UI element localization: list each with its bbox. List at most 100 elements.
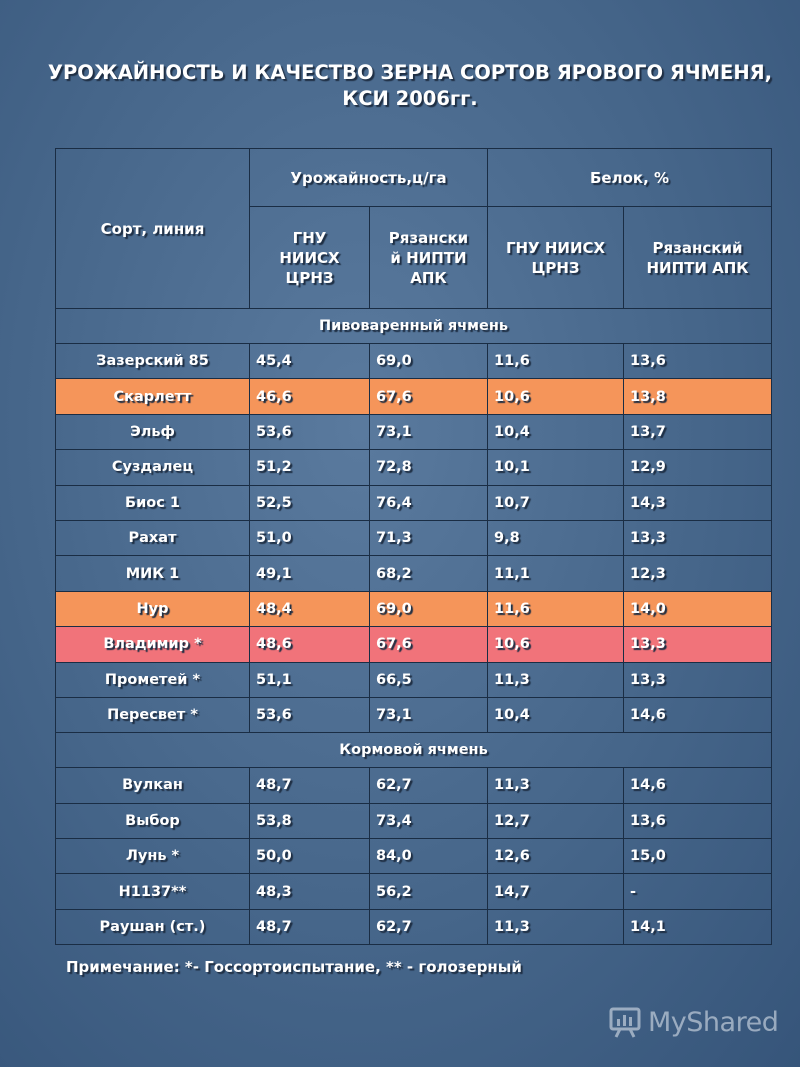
value-cell: 12,6 bbox=[487, 838, 625, 875]
table-row: Эльф 53,6 73,1 10,4 13,7 bbox=[55, 413, 773, 451]
value-cell: 12,3 bbox=[623, 555, 773, 592]
value-cell: 10,6 bbox=[487, 626, 625, 663]
value-cell: 46,6 bbox=[249, 378, 370, 415]
value-cell: 71,3 bbox=[368, 519, 489, 557]
value-cell: 10,4 bbox=[487, 696, 625, 734]
watermark-text: MyShared bbox=[648, 1006, 779, 1038]
value-cell: 53,8 bbox=[249, 802, 370, 840]
value-cell: 14,1 bbox=[623, 908, 773, 946]
value-cell: 51,2 bbox=[249, 449, 370, 486]
header-gnu-yield: ГНУ НИИСХ ЦРНЗ bbox=[249, 206, 370, 309]
value-cell: 14,3 bbox=[623, 484, 773, 521]
value-cell: 11,1 bbox=[487, 555, 625, 592]
sort-cell: Биос 1 bbox=[55, 484, 250, 521]
results-table: Сорт, линия Урожайность,ц/га Белок, % ГН… bbox=[54, 148, 773, 946]
table-row: Раушан (ст.) 48,7 62,7 11,3 14,1 bbox=[55, 908, 773, 946]
value-cell: 50,0 bbox=[249, 838, 370, 875]
value-cell: 10,6 bbox=[487, 378, 625, 415]
header-gnu-yield-label: ГНУ НИИСХ ЦРНЗ bbox=[279, 228, 340, 287]
watermark: MyShared bbox=[608, 1000, 788, 1044]
sort-cell: Лунь * bbox=[55, 838, 250, 875]
value-cell: 51,1 bbox=[249, 661, 370, 698]
value-cell: 10,4 bbox=[487, 413, 625, 451]
value-cell: 72,8 bbox=[368, 449, 489, 486]
sort-cell: Прометей * bbox=[55, 661, 250, 698]
value-cell: - bbox=[623, 873, 773, 910]
table-row: Вулкан 48,7 62,7 11,3 14,6 bbox=[55, 767, 773, 804]
sort-cell: Владимир * bbox=[55, 626, 250, 663]
value-cell: 48,7 bbox=[249, 908, 370, 946]
section-title: Пивоваренный ячмень bbox=[54, 308, 773, 344]
value-cell: 73,4 bbox=[368, 802, 489, 840]
value-cell: 67,6 bbox=[368, 626, 489, 663]
value-cell: 67,6 bbox=[368, 378, 489, 415]
value-cell: 13,3 bbox=[623, 519, 773, 557]
header-yield: Урожайность,ц/га bbox=[248, 148, 489, 207]
table-row: Владимир * 48,6 67,6 10,6 13,3 bbox=[55, 626, 773, 663]
title-line-2: КСИ 2006гг. bbox=[342, 87, 478, 110]
table-row: Прометей * 51,1 66,5 11,3 13,3 bbox=[55, 661, 773, 698]
table-row: Суздалец 51,2 72,8 10,1 12,9 bbox=[55, 449, 773, 486]
header-ryaz-yield-label: Рязанский НИПТИ АПК bbox=[388, 228, 469, 287]
table-row: Лунь * 50,0 84,0 12,6 15,0 bbox=[55, 838, 773, 875]
value-cell: 48,6 bbox=[249, 626, 370, 663]
value-cell: 12,7 bbox=[487, 802, 625, 840]
value-cell: 69,0 bbox=[368, 342, 489, 380]
header-protein: Белок, % bbox=[487, 148, 773, 207]
value-cell: 68,2 bbox=[368, 555, 489, 592]
value-cell: 10,1 bbox=[487, 449, 625, 486]
header-gnu-protein: ГНУ НИИСХ ЦРНЗ bbox=[487, 206, 625, 309]
sort-cell: МИК 1 bbox=[55, 555, 250, 592]
sort-cell: Выбор bbox=[55, 802, 250, 840]
section-title: Кормовой ячмень bbox=[54, 732, 773, 769]
value-cell: 11,6 bbox=[487, 342, 625, 380]
table-row: Рахат 51,0 71,3 9,8 13,3 bbox=[55, 519, 773, 557]
value-cell: 53,6 bbox=[249, 696, 370, 734]
value-cell: 48,3 bbox=[249, 873, 370, 910]
value-cell: 9,8 bbox=[487, 519, 625, 557]
value-cell: 11,3 bbox=[487, 908, 625, 946]
sort-cell: Пересвет * bbox=[55, 696, 250, 734]
presentation-board-icon bbox=[609, 1007, 641, 1038]
sort-cell: Зазерский 85 bbox=[55, 342, 250, 380]
value-cell: 13,8 bbox=[623, 378, 773, 415]
sort-cell: Скарлетт bbox=[55, 378, 250, 415]
table-row: Выбор 53,8 73,4 12,7 13,6 bbox=[55, 802, 773, 840]
value-cell: 49,1 bbox=[249, 555, 370, 592]
footnote: Примечание: *- Госсортоиспытание, ** - г… bbox=[66, 958, 522, 976]
header-ryaz-yield: Рязанский НИПТИ АПК bbox=[368, 206, 489, 309]
value-cell: 14,6 bbox=[623, 767, 773, 804]
value-cell: 69,0 bbox=[368, 590, 489, 628]
value-cell: 51,0 bbox=[249, 519, 370, 557]
header-sort: Сорт, линия bbox=[55, 148, 250, 309]
section-row: Кормовой ячмень bbox=[54, 732, 773, 769]
value-cell: 15,0 bbox=[623, 838, 773, 875]
value-cell: 14,0 bbox=[623, 590, 773, 628]
value-cell: 53,6 bbox=[249, 413, 370, 451]
value-cell: 52,5 bbox=[249, 484, 370, 521]
value-cell: 48,7 bbox=[249, 767, 370, 804]
table-row: Скарлетт 46,6 67,6 10,6 13,8 bbox=[55, 378, 773, 415]
table-body: Пивоваренный ячмень Зазерский 85 45,4 69,0 1… bbox=[54, 308, 773, 946]
value-cell: 73,1 bbox=[368, 696, 489, 734]
sort-cell: Эльф bbox=[55, 413, 250, 451]
page-title: УРОЖАЙНОСТЬ И КАЧЕСТВО ЗЕРНА СОРТОВ ЯРОВ… bbox=[40, 60, 780, 112]
value-cell: 14,7 bbox=[487, 873, 625, 910]
value-cell: 84,0 bbox=[368, 838, 489, 875]
value-cell: 73,1 bbox=[368, 413, 489, 451]
sort-cell: Вулкан bbox=[55, 767, 250, 804]
table-row: МИК 1 49,1 68,2 11,1 12,3 bbox=[55, 555, 773, 592]
table-row: Зазерский 85 45,4 69,0 11,6 13,6 bbox=[55, 342, 773, 380]
header-ryaz-protein-label: Рязанский НИПТИ АПК bbox=[646, 238, 749, 277]
sort-cell: Нур bbox=[55, 590, 250, 628]
value-cell: 11,3 bbox=[487, 661, 625, 698]
table-row: Н1137** 48,3 56,2 14,7- bbox=[55, 873, 773, 910]
table-row: Биос 1 52,5 76,4 10,7 14,3 bbox=[55, 484, 773, 521]
value-cell: 12,9 bbox=[623, 449, 773, 486]
table-row: Нур 48,4 69,0 11,6 14,0 bbox=[55, 590, 773, 628]
value-cell: 76,4 bbox=[368, 484, 489, 521]
value-cell: 13,6 bbox=[623, 342, 773, 380]
value-cell: 13,7 bbox=[623, 413, 773, 451]
value-cell: 13,6 bbox=[623, 802, 773, 840]
value-cell: 48,4 bbox=[249, 590, 370, 628]
